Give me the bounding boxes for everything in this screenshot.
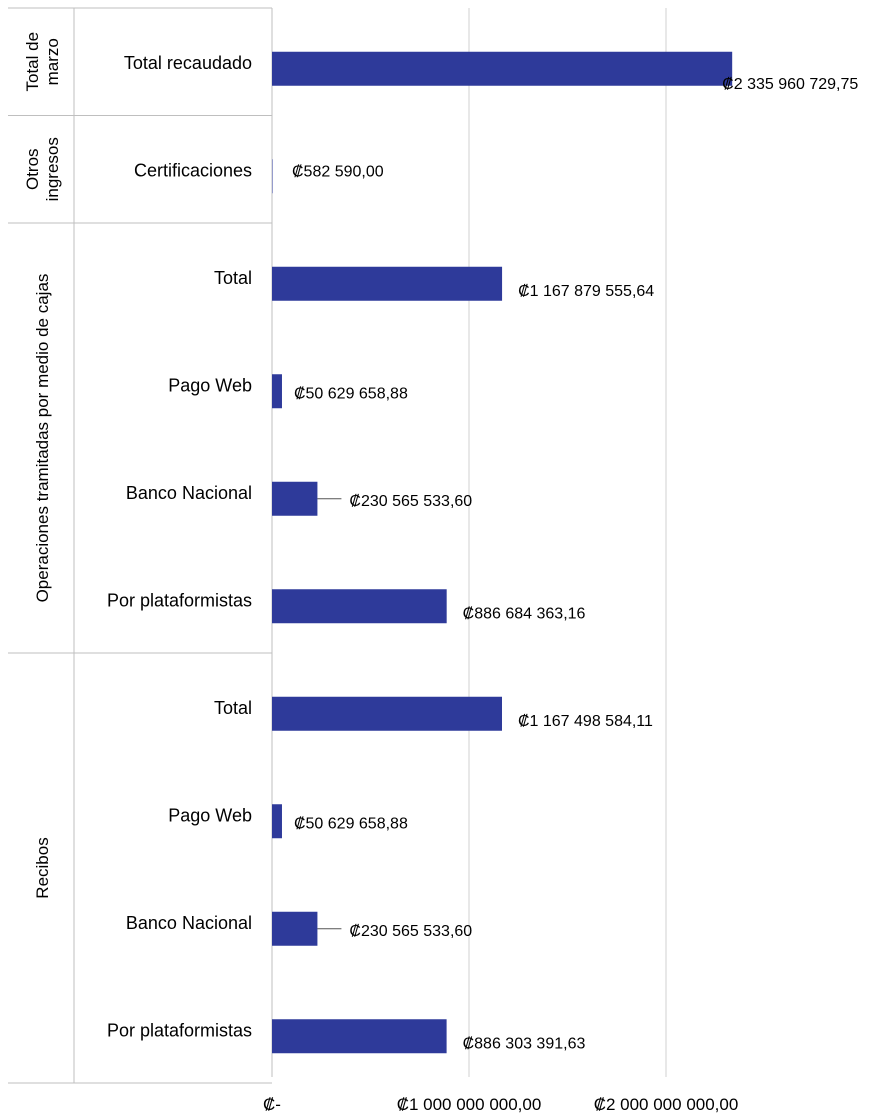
data-label: ₡50 629 658,88 xyxy=(294,385,408,402)
group-label-line: ingresos xyxy=(43,137,62,201)
category-label: Pago Web xyxy=(168,805,252,825)
group-label-recibos: Recibos xyxy=(33,837,52,898)
category-label: Total recaudado xyxy=(124,53,252,73)
bar-recibos-banco-nacional xyxy=(272,911,318,946)
x-tick-label: ₡2 000 000 000,00 xyxy=(594,1095,739,1114)
group-label-otros-ingresos: Otrosingresos xyxy=(23,137,62,201)
bar-operaciones-tramitadas-por-medio-de-cajas-total xyxy=(272,266,503,301)
data-label: ₡1 167 498 584,11 xyxy=(518,713,653,730)
group-label-total-de-marzo: Total demarzo xyxy=(23,32,62,92)
category-label: Total xyxy=(214,698,252,718)
data-labels: ₡2 335 960 729,75 ₡582 590,00 ₡1 167 879 5… xyxy=(292,76,858,1053)
bar-otros-ingresos-certificaciones xyxy=(272,159,273,194)
category-label: Banco Nacional xyxy=(126,913,252,933)
data-label: ₡1 167 879 555,64 xyxy=(518,283,654,300)
category-label: Por plataformistas xyxy=(107,590,252,610)
category-dividers xyxy=(8,7,272,1084)
bar-recibos-por-plataformistas xyxy=(272,1019,447,1054)
data-label: ₡50 629 658,88 xyxy=(294,815,408,832)
bar-total-de-marzo-total-recaudado xyxy=(272,51,733,86)
data-label: ₡886 684 363,16 xyxy=(463,605,586,622)
group-label-line: Operaciones tramitadas por medio de caja… xyxy=(33,274,52,603)
group-label-line: Recibos xyxy=(33,837,52,898)
bar-operaciones-tramitadas-por-medio-de-cajas-pago-web xyxy=(272,374,282,409)
category-label: Certificaciones xyxy=(134,160,252,180)
bars xyxy=(272,51,733,1054)
group-label-line: Otros xyxy=(23,148,42,190)
group-label-operaciones-tramitadas-por-medio-de-cajas: Operaciones tramitadas por medio de caja… xyxy=(33,274,52,603)
data-label: ₡886 303 391,63 xyxy=(463,1035,586,1052)
data-label: ₡230 565 533,60 xyxy=(349,493,472,510)
x-axis-tick-labels: ₡- ₡1 000 000 000,00 ₡2 000 000 000,00 xyxy=(263,1095,738,1114)
x-tick-label: ₡- xyxy=(263,1095,281,1114)
data-label: ₡2 335 960 729,75 xyxy=(722,76,858,93)
bar-operaciones-tramitadas-por-medio-de-cajas-banco-nacional xyxy=(272,481,318,516)
category-labels: Total recaudado Certificaciones Total Pago … xyxy=(107,53,252,1041)
bar-recibos-pago-web xyxy=(272,804,282,839)
category-label: Total xyxy=(214,268,252,288)
group-label-line: Total de xyxy=(23,32,42,92)
data-label: ₡582 590,00 xyxy=(292,163,384,180)
category-label: Pago Web xyxy=(168,375,252,395)
group-label-line: marzo xyxy=(43,38,62,85)
group-labels: Total demarzo Otrosingresos Operaciones tr… xyxy=(23,32,62,899)
x-tick-label: ₡1 000 000 000,00 xyxy=(397,1095,542,1114)
bar-operaciones-tramitadas-por-medio-de-cajas-por-plataformistas xyxy=(272,589,447,624)
category-label: Por plataformistas xyxy=(107,1020,252,1040)
category-label: Banco Nacional xyxy=(126,483,252,503)
bar-recibos-total xyxy=(272,696,502,731)
data-label: ₡230 565 533,60 xyxy=(349,923,472,940)
